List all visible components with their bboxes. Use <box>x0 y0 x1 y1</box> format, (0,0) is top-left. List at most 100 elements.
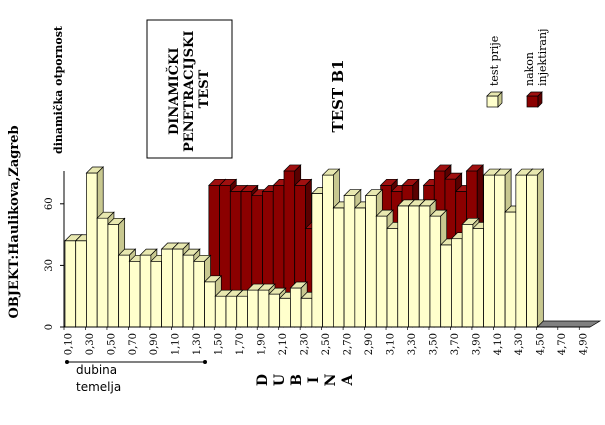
y-tick-labels: 0 30 60 <box>44 197 64 330</box>
x-tick-label-8: 1,70 <box>235 333 246 355</box>
bar-before-7-face <box>139 254 152 328</box>
foundation-depth-label: dubina temelja <box>76 363 121 394</box>
legend-label-test-prije: test prije <box>488 36 501 86</box>
bar-before-15-face <box>225 295 238 328</box>
y-tick-label-2: 60 <box>44 197 55 210</box>
bar-before-13-face <box>204 281 216 328</box>
x-label-letter-1: U <box>272 374 288 386</box>
bar-before-43-face <box>526 174 538 328</box>
x-tick-label-18: 3,70 <box>450 333 461 355</box>
object-label: OBJEKT:Haulikova,Zagreb <box>7 125 22 318</box>
title-line-1: DINAMIČKI <box>165 48 182 136</box>
x-tick-label-17: 3,50 <box>428 333 439 355</box>
x-tick-label-19: 3,90 <box>471 333 482 355</box>
title-line-3: TEST <box>197 69 212 108</box>
x-label-letter-0: D <box>255 374 271 386</box>
x-tick-label-21: 4,30 <box>514 333 525 355</box>
bar-before-19-face <box>268 293 281 328</box>
x-label-letter-5: A <box>340 373 356 386</box>
x-tick-label-6: 1,30 <box>192 333 203 355</box>
series-before-test <box>64 166 545 328</box>
bar-before-3-face <box>96 217 109 328</box>
bar-before-10-face <box>171 248 184 328</box>
bar-before-25-face <box>333 207 345 328</box>
bar-before-23-face <box>311 193 323 328</box>
x-tick-label-7: 1,50 <box>214 333 225 355</box>
bar-before-21-face <box>290 287 302 328</box>
bar-before-39-face <box>483 174 495 328</box>
bar-before-22-face <box>300 297 313 328</box>
bar-before-31-face <box>397 205 409 328</box>
x-tick-label-22: 4,50 <box>536 333 547 355</box>
bar-before-14-face <box>214 295 227 328</box>
bar-before-2-face <box>86 172 98 328</box>
bar-before-29-face <box>375 215 388 328</box>
legend-swatch-nakon-side <box>537 91 543 108</box>
bar-before-17-face <box>247 289 259 328</box>
x-tick-label-0: 0,10 <box>63 333 74 355</box>
bar-before-11-face <box>182 254 195 328</box>
bar-before-20-face <box>279 297 291 328</box>
x-label-letter-3: I <box>306 377 322 384</box>
bar-before-43-side <box>536 168 544 328</box>
bar-before-27-face <box>354 207 366 328</box>
x-tick-label-12: 2,50 <box>321 333 332 355</box>
foundation-depth-marker-left <box>65 360 69 364</box>
bar-before-38-face <box>472 228 485 328</box>
bar-before-1-face <box>75 240 87 328</box>
bar-before-40-face <box>494 174 506 328</box>
bar-before-9-face <box>161 248 173 328</box>
bar-before-36-face <box>451 238 463 328</box>
x-tick-label-3: 0,70 <box>128 333 139 355</box>
bar-before-42-face <box>515 174 527 328</box>
legend-label-nakon-line-1: nakon <box>523 52 536 86</box>
bar-before-6-face <box>129 260 141 328</box>
x-tick-label-9: 1,90 <box>257 333 268 355</box>
bar-before-41-face <box>504 211 517 328</box>
x-tick-label-20: 4,10 <box>493 333 504 355</box>
annotation-line-2: temelja <box>76 380 121 394</box>
chart-title: DINAMIČKI PENETRACIJSKI TEST <box>165 26 212 152</box>
bar-before-0-face <box>64 240 77 328</box>
legend-swatch-test-prije <box>486 95 499 108</box>
bar-before-8-face <box>150 260 162 328</box>
bar-before-43 <box>525 168 545 328</box>
x-tick-label-5: 1,10 <box>171 333 182 355</box>
x-tick-labels: 0,10 0,30 0,50 0,70 0,90 1,10 1,30 1,50 1,70 1,90… <box>63 327 590 355</box>
x-tick-label-11: 2,30 <box>300 333 311 355</box>
x-tick-label-15: 3,10 <box>385 333 396 355</box>
x-tick-label-16: 3,30 <box>407 333 418 355</box>
bar-before-4-face <box>107 223 120 328</box>
x-tick-label-24: 4,90 <box>579 333 590 355</box>
bar-before-28-face <box>365 195 377 328</box>
bar-before-30-face <box>386 228 399 328</box>
x-tick-label-4: 0,90 <box>149 333 160 355</box>
bar-before-16-face <box>236 295 248 328</box>
foundation-depth-marker-right <box>203 360 207 364</box>
legend-swatch-test-prije-side <box>497 91 503 108</box>
title-box <box>146 19 233 159</box>
bar-before-18-face <box>257 289 270 328</box>
y-tick-label-1: 30 <box>44 259 55 272</box>
bar-before-24-face <box>322 174 334 328</box>
bar-before-37-face <box>461 223 474 328</box>
bar-before-26-face <box>343 195 356 328</box>
bar-before-5-face <box>118 254 130 328</box>
axes <box>63 171 590 328</box>
legend: test prije nakon injektiranj <box>486 29 549 108</box>
bar-before-32-face <box>408 205 420 328</box>
bar-before-33-face <box>418 205 431 328</box>
x-tick-label-2: 0,50 <box>106 333 117 355</box>
legend-label-nakon-line-2: injektiranj <box>536 29 549 86</box>
bar-before-12-face <box>193 260 205 328</box>
annotation-line-1: dubina <box>76 363 117 377</box>
x-tick-label-1: 0,30 <box>85 333 96 355</box>
x-label-letter-2: B <box>289 374 305 386</box>
y-axis-label: dinamička otpornost <box>52 25 65 154</box>
x-label-letter-4: N <box>323 373 339 386</box>
chart-subtitle: TEST B1 <box>329 60 347 133</box>
bar-before-34-face <box>429 215 442 328</box>
legend-label-nakon: nakon injektiranj <box>523 29 549 86</box>
